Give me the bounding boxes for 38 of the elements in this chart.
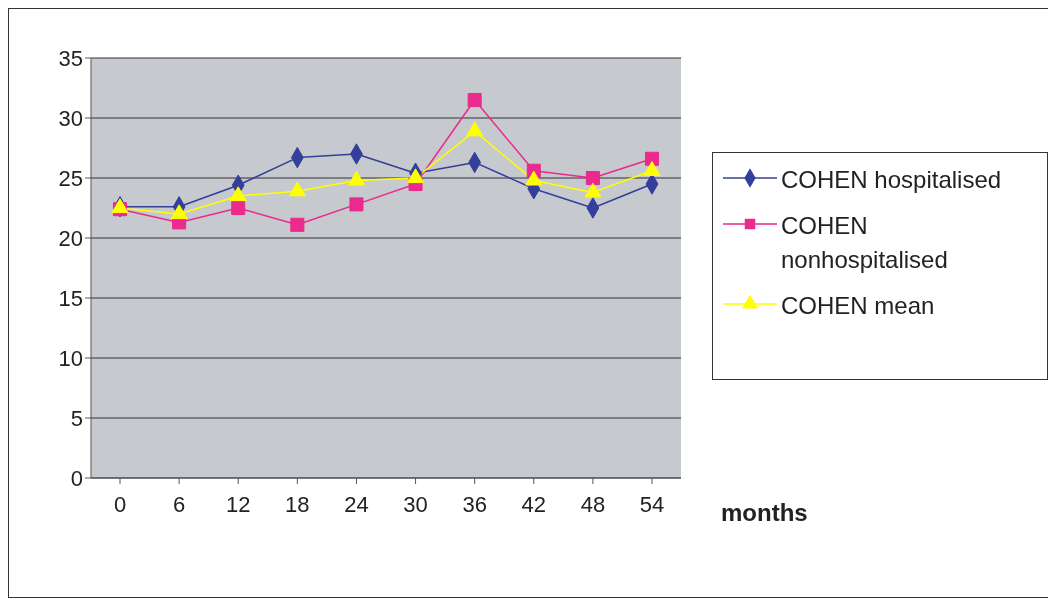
legend-label: COHEN mean — [781, 291, 936, 321]
point — [467, 92, 482, 108]
point — [585, 170, 600, 186]
x-tick-label: 30 — [403, 491, 428, 517]
point — [111, 198, 129, 214]
y-tick-label: 30 — [58, 105, 83, 131]
x-tick-label: 18 — [285, 491, 310, 517]
y-tick-label: 0 — [70, 465, 83, 491]
point — [584, 182, 602, 198]
point — [349, 197, 364, 212]
y-tick-label: 25 — [58, 165, 83, 191]
x-tick-label: 24 — [344, 491, 369, 517]
point — [290, 217, 305, 232]
x-axis-title: months — [721, 498, 808, 526]
x-tick-label: 0 — [113, 491, 127, 517]
x-tick-label: 6 — [172, 491, 186, 517]
y-tick-label: 35 — [58, 45, 83, 71]
y-tick-label: 20 — [58, 225, 83, 251]
x-tick-label: 12 — [225, 491, 251, 517]
point — [644, 151, 660, 166]
legend-label: COHEN nonhospitalised — [781, 211, 949, 275]
y-tick-label: 15 — [58, 285, 83, 311]
point — [288, 181, 306, 197]
y-tick-label: 5 — [70, 405, 83, 431]
point — [231, 200, 246, 216]
x-tick-label: 36 — [462, 491, 487, 517]
legend-label: COHEN hospitalised — [781, 165, 1003, 195]
point — [643, 161, 661, 176]
point — [229, 186, 247, 202]
point — [466, 121, 484, 137]
x-tick-label: 48 — [580, 491, 606, 517]
point — [347, 170, 365, 186]
point — [525, 170, 543, 186]
x-tick-label: 54 — [639, 491, 665, 517]
point — [170, 204, 188, 220]
y-tick-label: 10 — [58, 345, 83, 371]
x-tick-label: 42 — [521, 491, 547, 517]
point — [407, 168, 425, 184]
